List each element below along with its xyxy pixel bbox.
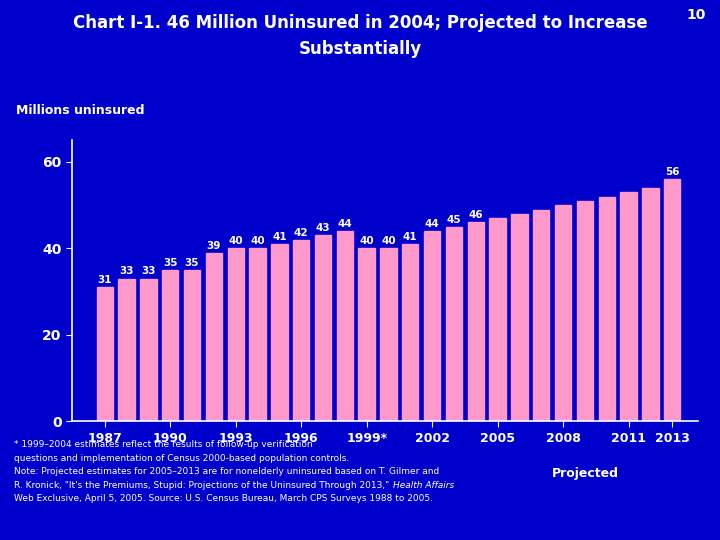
Bar (315, 235, 331, 421)
Text: 33: 33 (120, 266, 134, 276)
Text: 42: 42 (294, 227, 308, 238)
Text: 44: 44 (338, 219, 352, 229)
Text: questions and implementation of Census 2000-based population controls.: questions and implementation of Census 2… (14, 454, 350, 463)
Text: Health Affairs: Health Affairs (392, 481, 454, 490)
Bar (577, 201, 593, 421)
Bar (359, 248, 375, 421)
Bar (380, 248, 397, 421)
Text: 40: 40 (359, 236, 374, 246)
Text: 39: 39 (207, 240, 221, 251)
Text: 10: 10 (686, 8, 706, 22)
Text: 56: 56 (665, 167, 680, 177)
Text: R. Kronick, "It's the Premiums, Stupid: Projections of the Uninsured Through 201: R. Kronick, "It's the Premiums, Stupid: … (14, 481, 392, 490)
Text: 41: 41 (403, 232, 418, 242)
Text: Chart I-1. 46 Million Uninsured in 2004; Projected to Increase: Chart I-1. 46 Million Uninsured in 2004;… (73, 14, 647, 31)
Text: 43: 43 (315, 223, 330, 233)
Bar (293, 240, 310, 421)
Text: 45: 45 (446, 214, 462, 225)
Bar (467, 222, 484, 421)
Bar (446, 227, 462, 421)
Text: 40: 40 (381, 236, 396, 246)
Bar (402, 244, 418, 421)
Bar (424, 231, 441, 421)
Text: * 1999–2004 estimates reflect the results of follow-up verification: * 1999–2004 estimates reflect the result… (14, 440, 313, 449)
Bar (511, 214, 528, 421)
Text: 35: 35 (185, 258, 199, 268)
Text: 40: 40 (251, 236, 265, 246)
Bar (598, 197, 615, 421)
Bar (184, 270, 200, 421)
Text: 33: 33 (141, 266, 156, 276)
Bar (555, 205, 571, 421)
Bar (533, 210, 549, 421)
Text: Projected: Projected (552, 467, 618, 480)
Bar (118, 279, 135, 421)
Bar (642, 188, 659, 421)
Text: 40: 40 (228, 236, 243, 246)
Text: 41: 41 (272, 232, 287, 242)
Bar (621, 192, 636, 421)
Bar (664, 179, 680, 421)
Bar (271, 244, 287, 421)
Bar (206, 253, 222, 421)
Bar (490, 218, 505, 421)
Bar (337, 231, 353, 421)
Text: 31: 31 (97, 275, 112, 285)
Bar (96, 287, 113, 421)
Text: Web Exclusive, April 5, 2005. Source: U.S. Census Bureau, March CPS Surveys 1988: Web Exclusive, April 5, 2005. Source: U.… (14, 494, 433, 503)
Text: Note: Projected estimates for 2005–2013 are for nonelderly uninsured based on T.: Note: Projected estimates for 2005–2013 … (14, 467, 440, 476)
Bar (249, 248, 266, 421)
Bar (140, 279, 156, 421)
Text: 46: 46 (469, 210, 483, 220)
Bar (228, 248, 244, 421)
Text: 44: 44 (425, 219, 439, 229)
Text: Substantially: Substantially (298, 40, 422, 58)
Text: Millions uninsured: Millions uninsured (16, 104, 144, 117)
Bar (162, 270, 179, 421)
Text: 35: 35 (163, 258, 177, 268)
